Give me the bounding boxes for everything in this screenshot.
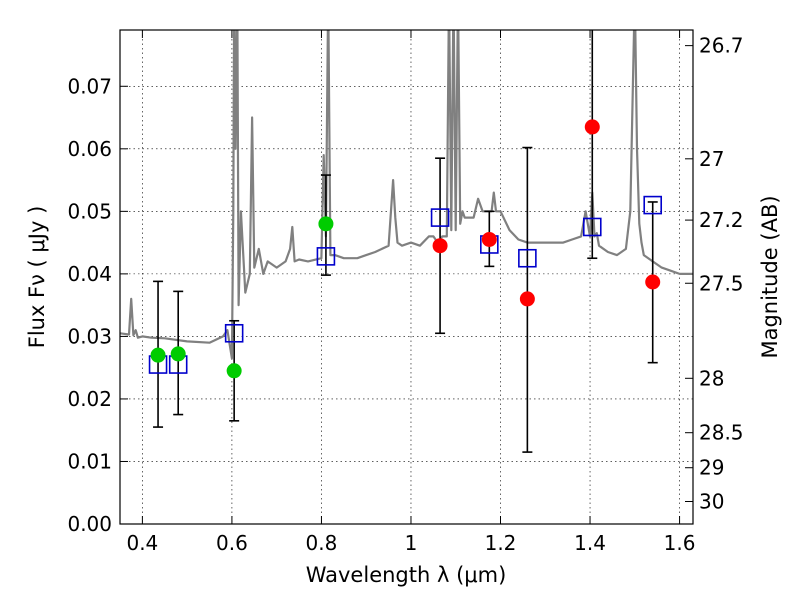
plot-frame (119, 29, 694, 525)
marker-layer (148, 119, 663, 379)
model-photometry-square (582, 217, 602, 237)
right-tick-label: 26.7 (699, 34, 744, 58)
model-photometry-square (518, 248, 537, 268)
right-ticks: 26.7 27 27.2 27.5 28 28.5 29 30 (685, 34, 744, 513)
y-ticks: 0.00 0.01 0.02 0.03 0.04 0.05 0.06 0.07 (67, 74, 128, 536)
plot-background (120, 30, 693, 524)
model-photometry-square (430, 208, 450, 227)
grid (120, 30, 693, 525)
observed-point (150, 347, 166, 363)
y-tick-label: 0.06 (67, 137, 112, 161)
x-tick-label: 1.4 (574, 531, 606, 555)
y-axis-label: Flux Fν ( μJy ) (25, 206, 49, 349)
model-photometry-square (224, 323, 244, 343)
y-tick-label: 0.05 (67, 199, 112, 223)
model-photometry-square (316, 247, 336, 266)
right-tick-label: 30 (699, 489, 724, 513)
observed-point (170, 346, 186, 362)
model-spectrum-line (120, 30, 693, 360)
y-tick-label: 0.00 (67, 512, 112, 536)
x-tick-label: 0.4 (126, 531, 158, 555)
right-tick-label: 27 (699, 147, 724, 171)
right-tick-label: 28 (699, 366, 724, 390)
right-tick-label: 27.5 (699, 271, 744, 295)
observed-point (481, 231, 497, 247)
x-axis-label: Wavelength λ (μm) (306, 563, 507, 587)
right-tick-label: 28.5 (699, 421, 744, 445)
y-tick-label: 0.01 (67, 449, 112, 473)
right-axis-label: Magnitude (AB) (758, 195, 782, 358)
observed-point (584, 119, 600, 135)
x-tick-label: 0.8 (306, 531, 338, 555)
model-photometry-square (643, 195, 663, 215)
spectrum-layer (120, 30, 693, 360)
y-tick-label: 0.02 (67, 387, 112, 411)
x-tick-label: 1 (405, 531, 418, 555)
y-tick-label: 0.04 (67, 262, 112, 286)
observed-point (645, 274, 661, 290)
x-tick-label: 1.6 (664, 531, 696, 555)
x-tick-label: 1.2 (485, 531, 517, 555)
observed-point (226, 363, 242, 379)
x-tick-label: 0.6 (216, 531, 248, 555)
observed-point (519, 291, 535, 307)
observed-point (318, 216, 334, 232)
y-tick-label: 0.03 (67, 324, 112, 348)
right-tick-label: 27.2 (699, 208, 744, 232)
right-tick-label: 29 (699, 456, 724, 480)
y-tick-label: 0.07 (67, 74, 112, 98)
observed-point (432, 238, 448, 254)
x-ticks: 0.4 0.6 0.8 1 1.2 1.4 1.6 (126, 30, 695, 555)
